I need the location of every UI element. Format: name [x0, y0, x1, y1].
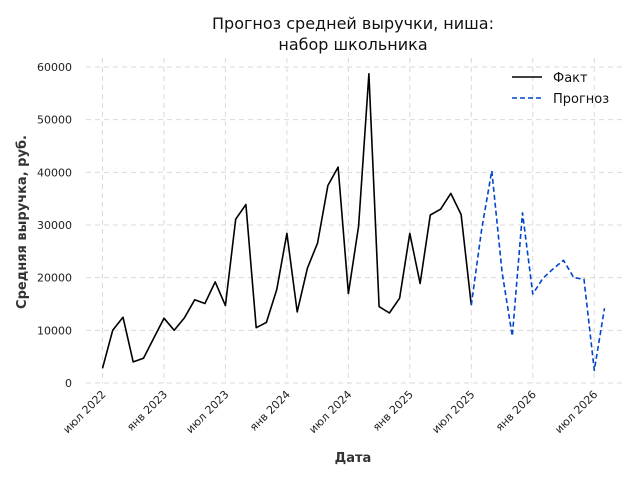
y-tick-label: 0 [65, 377, 72, 390]
y-tick-label: 20000 [37, 272, 72, 285]
x-axis-label: Дата [335, 451, 372, 466]
chart-title-line-2: набор школьника [278, 35, 427, 54]
x-tick-label: июл 2026 [552, 388, 600, 436]
legend-label-forecast: Прогноз [553, 92, 609, 107]
legend-label-fact: Факт [553, 71, 588, 86]
y-tick-label: 10000 [37, 324, 72, 337]
x-tick-label: янв 2024 [247, 388, 293, 434]
x-tick-label: июл 2025 [429, 388, 477, 436]
series-lines [101, 73, 606, 372]
x-tick-label: июл 2024 [306, 388, 354, 436]
x-tick-label: янв 2025 [370, 388, 416, 434]
x-tick-label: июл 2023 [184, 388, 232, 436]
y-tick-label: 60000 [37, 61, 72, 74]
x-tick-label: янв 2026 [493, 388, 539, 434]
y-axis-ticks: 0 10000 20000 30000 40000 50000 60000 [37, 61, 72, 390]
x-tick-label: янв 2023 [124, 388, 170, 434]
y-axis-label: Средняя выручка, руб. [15, 135, 30, 309]
y-tick-label: 30000 [37, 219, 72, 232]
grid [86, 58, 625, 384]
x-axis-ticks: июл 2022 янв 2023 июл 2023 янв 2024 июл 2024… [61, 388, 601, 436]
series-line-fact [101, 73, 473, 369]
series-line-forecast [470, 170, 606, 372]
chart-title-line-1: Прогноз средней выручки, ниша: [212, 14, 494, 33]
y-tick-label: 40000 [37, 166, 72, 179]
legend: Факт Прогноз [512, 71, 609, 107]
y-tick-label: 50000 [37, 114, 72, 127]
x-tick-label: июл 2022 [61, 388, 109, 436]
